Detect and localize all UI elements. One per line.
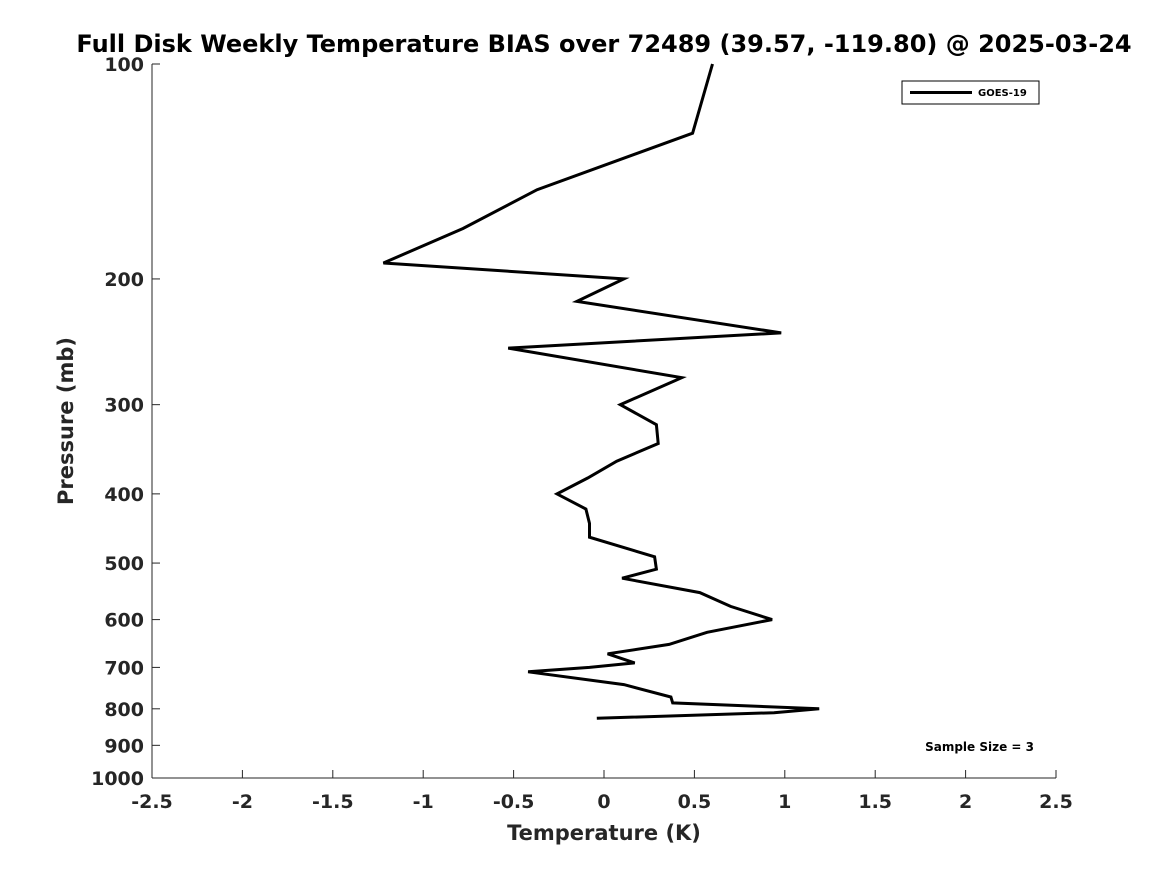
x-ticks: -2.5 -2 -1.5 -1 -0.5 0 0.5 1 1.5 2 2.5 [131,770,1073,813]
x-tick-label: -2 [232,791,253,813]
y-tick-label: 800 [104,699,144,721]
chart-title: Full Disk Weekly Temperature BIAS over 7… [76,30,1131,58]
series-group [382,63,820,720]
x-axis-label: Temperature (K) [507,821,701,845]
sample-size-annotation: Sample Size = 3 [925,740,1034,754]
x-tick-label: 0 [597,791,610,813]
x-tick-label: -0.5 [493,791,535,813]
x-tick-label: 2.5 [1039,791,1073,813]
x-tick-label: -2.5 [131,791,173,813]
y-axis-label: Pressure (mb) [54,337,78,505]
x-tick-label: 0.5 [678,791,712,813]
y-tick-label: 300 [104,395,144,417]
x-tick-label: -1.5 [312,791,354,813]
x-tick-label: 2 [959,791,972,813]
y-tick-label: 100 [104,54,144,76]
y-tick-label: 900 [104,735,144,757]
x-tick-label: 1.5 [858,791,892,813]
legend-label: GOES-19 [978,88,1027,99]
y-tick-label: 1000 [91,768,144,790]
y-ticks: 100 200 300 400 500 600 700 800 900 1000 [91,54,160,790]
y-tick-label: 400 [104,484,144,506]
legend: GOES-19 [901,80,1040,105]
y-tick-label: 200 [104,269,144,291]
y-tick-label: 600 [104,610,144,632]
y-tick-label: 500 [104,553,144,575]
x-tick-label: -1 [413,791,434,813]
series-line-goes-19 [382,63,820,720]
y-tick-label: 700 [104,657,144,679]
x-tick-label: 1 [778,791,791,813]
